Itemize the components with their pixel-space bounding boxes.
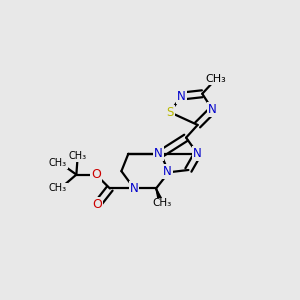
Text: CH₃: CH₃ bbox=[206, 74, 226, 84]
Text: N: N bbox=[154, 147, 163, 160]
Text: N: N bbox=[163, 165, 172, 178]
Text: CH₃: CH₃ bbox=[49, 184, 67, 194]
Text: CH₃: CH₃ bbox=[49, 158, 67, 168]
Text: O: O bbox=[92, 198, 102, 211]
Polygon shape bbox=[156, 188, 164, 206]
Text: S: S bbox=[166, 106, 174, 119]
Text: N: N bbox=[208, 103, 217, 116]
Text: CH₃: CH₃ bbox=[68, 151, 87, 161]
Text: CH₃: CH₃ bbox=[152, 199, 172, 208]
Text: N: N bbox=[193, 147, 202, 160]
Text: N: N bbox=[130, 182, 139, 195]
Text: O: O bbox=[91, 168, 101, 181]
Text: N: N bbox=[177, 90, 186, 103]
